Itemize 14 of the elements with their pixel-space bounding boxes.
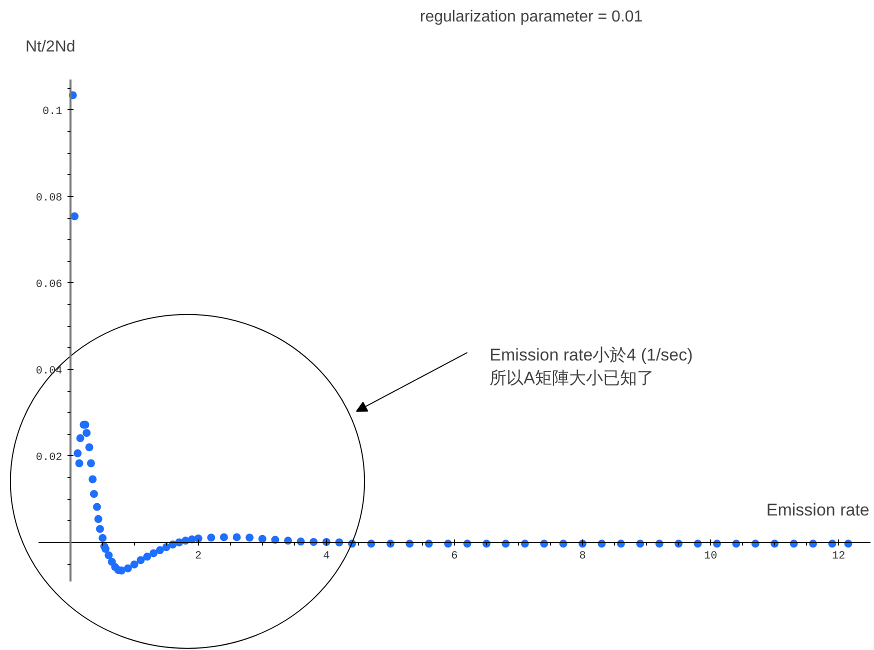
y-tick-label: 0.08: [36, 192, 62, 204]
x-tick-label: 8: [579, 550, 586, 562]
chart-title: regularization parameter = 0.01: [420, 8, 643, 26]
y-tick-label: 0.06: [36, 278, 62, 291]
x-tick-label: 6: [451, 550, 458, 562]
x-tick-label: 12: [832, 550, 846, 562]
annotation: Emission rate小於4 (1/sec) 所以A矩陣大小已知了: [490, 346, 693, 388]
y-tick-label: 0.02: [36, 452, 62, 464]
x-tick-label: 4: [323, 550, 330, 562]
y-tick-label: 0.1: [42, 106, 63, 118]
y-axis-title: Nt/2Nd: [25, 38, 76, 56]
x-axis-title: Emission rate: [766, 500, 870, 520]
x-tick-label: 2: [195, 550, 202, 562]
x-tick-label: 10: [704, 550, 718, 562]
